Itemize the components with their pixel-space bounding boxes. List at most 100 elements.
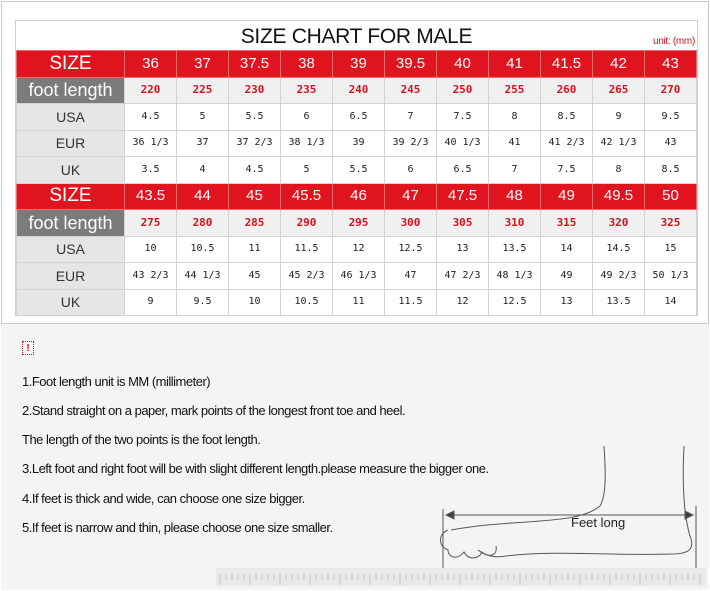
toes-outline [440,529,497,559]
cell-foot: 220 [124,76,177,104]
row-label: UK [16,288,125,316]
cell-foot: 240 [332,76,385,104]
notes-panel: ! 1.Foot length unit is MM (millimeter) … [1,323,709,590]
cell-usa: 9.5 [644,103,697,131]
row-size: SIZE 36 37 37.5 38 39 39.5 40 41 41.5 42 43 [16,50,697,78]
cell-foot: 300 [384,209,437,237]
row-label: EUR [16,262,125,290]
heel-outline [477,446,693,558]
cell-usa: 7.5 [436,103,489,131]
cell-size: 39 [332,50,385,78]
row-label: foot length [16,76,125,104]
size-table: SIZE 36 37 37.5 38 39 39.5 40 41 41.5 42 43 foot len… [16,50,697,316]
cell-usa: 6.5 [332,103,385,131]
cell-uk: 8 [592,156,645,184]
cell-foot: 270 [644,76,697,104]
cell-eur: 41 2/3 [540,129,593,157]
cell-uk: 5.5 [332,156,385,184]
cell-foot: 305 [436,209,489,237]
unit-label: unit: (mm) [652,36,695,47]
cell-eur: 45 [228,262,281,290]
cell-foot: 290 [280,209,333,237]
cell-eur: 47 [384,262,437,290]
cell-foot: 310 [488,209,541,237]
cell-foot: 225 [176,76,229,104]
cell-usa: 12 [332,235,385,263]
cell-eur: 49 2/3 [592,262,645,290]
cell-uk: 12.5 [488,288,541,316]
row-eur: EUR 36 1/3 37 37 2/3 38 1/3 39 39 2/3 40 1/3 41 4… [16,129,697,157]
cell-usa: 10 [124,235,177,263]
cell-eur: 36 1/3 [124,129,177,157]
arrow-heads [444,510,695,520]
row-label: SIZE [16,50,125,78]
cell-eur: 44 1/3 [176,262,229,290]
note-line: 2.Stand straight on a paper, mark points… [22,403,406,418]
cell-size: 39.5 [384,50,437,78]
cell-size: 38 [280,50,333,78]
cell-foot: 325 [644,209,697,237]
cell-uk: 8.5 [644,156,697,184]
cell-eur: 37 2/3 [228,129,281,157]
cell-size: 43 [644,50,697,78]
cell-eur: 39 2/3 [384,129,437,157]
cell-foot: 250 [436,76,489,104]
cell-size: 42 [592,50,645,78]
cell-uk: 6.5 [436,156,489,184]
cell-usa: 11.5 [280,235,333,263]
cell-usa: 13 [436,235,489,263]
cell-size: 44 [176,182,229,210]
row-usa: USA 4.5 5 5.5 6 6.5 7 7.5 8 8.5 9 9.5 [16,103,697,131]
row-eur: EUR 43 2/3 44 1/3 45 45 2/3 46 1/3 47 47 2/3 48 … [16,262,697,290]
cell-uk: 10.5 [280,288,333,316]
cell-size: 49.5 [592,182,645,210]
cell-eur: 40 1/3 [436,129,489,157]
cell-uk: 7 [488,156,541,184]
row-label: foot length [16,209,125,237]
cell-uk: 7.5 [540,156,593,184]
row-size: SIZE 43.5 44 45 45.5 46 47 47.5 48 49 49.5 50 [16,182,697,210]
foot-outline [450,446,606,531]
cell-size: 43.5 [124,182,177,210]
cell-usa: 6 [280,103,333,131]
cell-usa: 4.5 [124,103,177,131]
cell-foot: 260 [540,76,593,104]
cell-size: 37.5 [228,50,281,78]
cell-eur: 37 [176,129,229,157]
row-uk: UK 9 9.5 10 10.5 11 11.5 12 12.5 13 13.5 14 [16,288,697,316]
cell-uk: 4 [176,156,229,184]
cell-foot: 285 [228,209,281,237]
cell-uk: 12 [436,288,489,316]
row-usa: USA 10 10.5 11 11.5 12 12.5 13 13.5 14 14.5 15 [16,235,697,263]
cell-foot: 320 [592,209,645,237]
cell-size: 37 [176,50,229,78]
cell-eur: 46 1/3 [332,262,385,290]
cell-eur: 49 [540,262,593,290]
cell-foot: 275 [124,209,177,237]
cell-uk: 4.5 [228,156,281,184]
cell-size: 50 [644,182,697,210]
ruler [216,568,706,586]
row-label: UK [16,156,125,184]
cell-uk: 13.5 [592,288,645,316]
cell-uk: 11 [332,288,385,316]
cell-usa: 8.5 [540,103,593,131]
cell-foot: 230 [228,76,281,104]
cell-uk: 9.5 [176,288,229,316]
cell-size: 45 [228,182,281,210]
cell-usa: 5.5 [228,103,281,131]
row-label: EUR [16,129,125,157]
cell-foot: 235 [280,76,333,104]
foot-measure-diagram [216,446,706,586]
cell-size: 49 [540,182,593,210]
cell-eur: 45 2/3 [280,262,333,290]
cell-size: 48 [488,182,541,210]
row-foot: foot length 275 280 285 290 295 300 305 310 315 32… [16,209,697,237]
cell-usa: 14.5 [592,235,645,263]
row-label: USA [16,103,125,131]
cell-eur: 50 1/3 [644,262,697,290]
cell-eur: 42 1/3 [592,129,645,157]
cell-uk: 10 [228,288,281,316]
cell-usa: 7 [384,103,437,131]
cell-foot: 255 [488,76,541,104]
